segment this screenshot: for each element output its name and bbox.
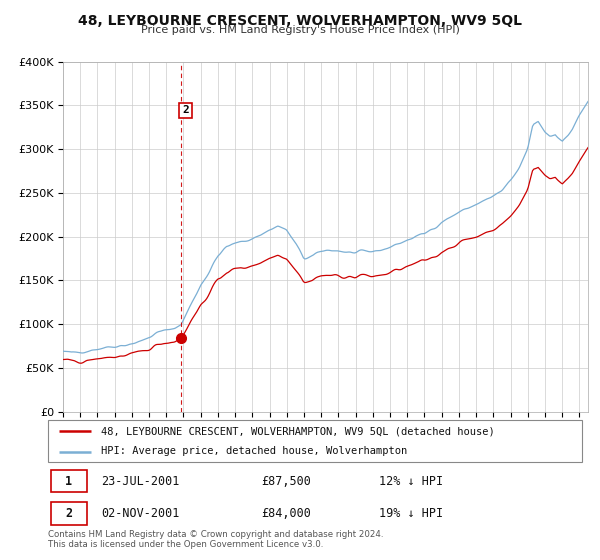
Text: 2: 2 (182, 105, 189, 115)
Text: 1: 1 (65, 474, 73, 488)
Text: Price paid vs. HM Land Registry's House Price Index (HPI): Price paid vs. HM Land Registry's House … (140, 25, 460, 35)
Text: 02-NOV-2001: 02-NOV-2001 (101, 507, 180, 520)
Bar (50, 470, 87, 492)
Text: HPI: Average price, detached house, Wolverhampton: HPI: Average price, detached house, Wolv… (101, 446, 407, 456)
Text: £87,500: £87,500 (262, 474, 311, 488)
Text: 2: 2 (65, 507, 73, 520)
Text: 12% ↓ HPI: 12% ↓ HPI (379, 474, 443, 488)
Text: 48, LEYBOURNE CRESCENT, WOLVERHAMPTON, WV9 5QL: 48, LEYBOURNE CRESCENT, WOLVERHAMPTON, W… (78, 14, 522, 28)
Text: £84,000: £84,000 (262, 507, 311, 520)
Text: 23-JUL-2001: 23-JUL-2001 (101, 474, 180, 488)
Text: 48, LEYBOURNE CRESCENT, WOLVERHAMPTON, WV9 5QL (detached house): 48, LEYBOURNE CRESCENT, WOLVERHAMPTON, W… (101, 426, 495, 436)
Bar (50, 502, 87, 525)
Text: Contains HM Land Registry data © Crown copyright and database right 2024.
This d: Contains HM Land Registry data © Crown c… (48, 530, 383, 549)
Text: 19% ↓ HPI: 19% ↓ HPI (379, 507, 443, 520)
